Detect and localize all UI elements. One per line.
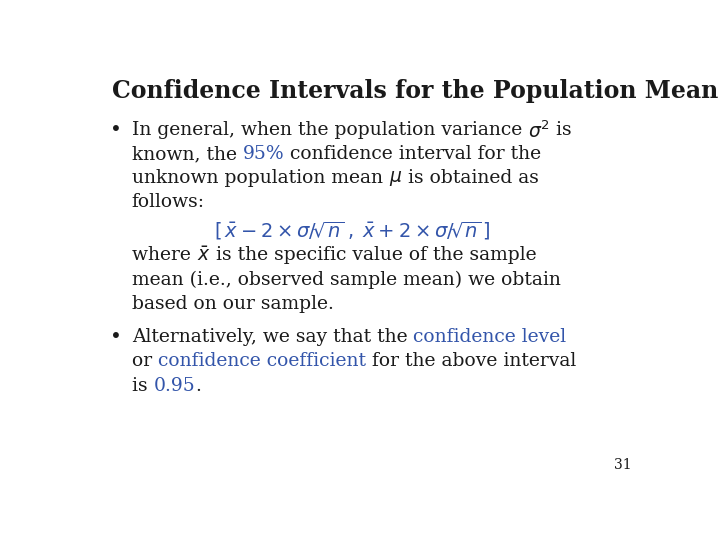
Text: unknown population mean: unknown population mean — [132, 169, 389, 187]
Text: where: where — [132, 246, 197, 265]
Text: .: . — [195, 376, 201, 395]
Text: $\mu$: $\mu$ — [389, 169, 402, 188]
Text: Alternatively, we say that the: Alternatively, we say that the — [132, 328, 413, 346]
Text: confidence level: confidence level — [413, 328, 567, 346]
Text: is the specific value of the sample: is the specific value of the sample — [210, 246, 537, 265]
Text: is: is — [132, 376, 153, 395]
Text: confidence coefficient: confidence coefficient — [158, 353, 366, 370]
Text: known, the: known, the — [132, 145, 243, 163]
Text: follows:: follows: — [132, 193, 205, 211]
Text: $[ \,\bar{x} - 2 \times \sigma/\!\sqrt{n}\;,\;\bar{x} + 2 \times \sigma/\!\sqrt{: $[ \,\bar{x} - 2 \times \sigma/\!\sqrt{n… — [214, 220, 490, 242]
Text: 95%: 95% — [243, 145, 284, 163]
Text: •: • — [109, 121, 122, 140]
Text: •: • — [109, 328, 122, 347]
Text: mean (i.e., observed sample mean) we obtain: mean (i.e., observed sample mean) we obt… — [132, 271, 561, 289]
Text: $\sigma^2$: $\sigma^2$ — [528, 121, 550, 143]
Text: 31: 31 — [613, 458, 631, 472]
Text: is obtained as: is obtained as — [402, 169, 539, 187]
Text: is: is — [550, 121, 572, 139]
Text: or: or — [132, 353, 158, 370]
Text: based on our sample.: based on our sample. — [132, 295, 334, 313]
Text: Confidence Intervals for the Population Mean: Confidence Intervals for the Population … — [112, 79, 719, 103]
Text: 0.95: 0.95 — [153, 376, 195, 395]
Text: $\bar{x}$: $\bar{x}$ — [197, 246, 210, 265]
Text: confidence interval for the: confidence interval for the — [284, 145, 541, 163]
Text: In general, when the population variance: In general, when the population variance — [132, 121, 528, 139]
Text: for the above interval: for the above interval — [366, 353, 576, 370]
